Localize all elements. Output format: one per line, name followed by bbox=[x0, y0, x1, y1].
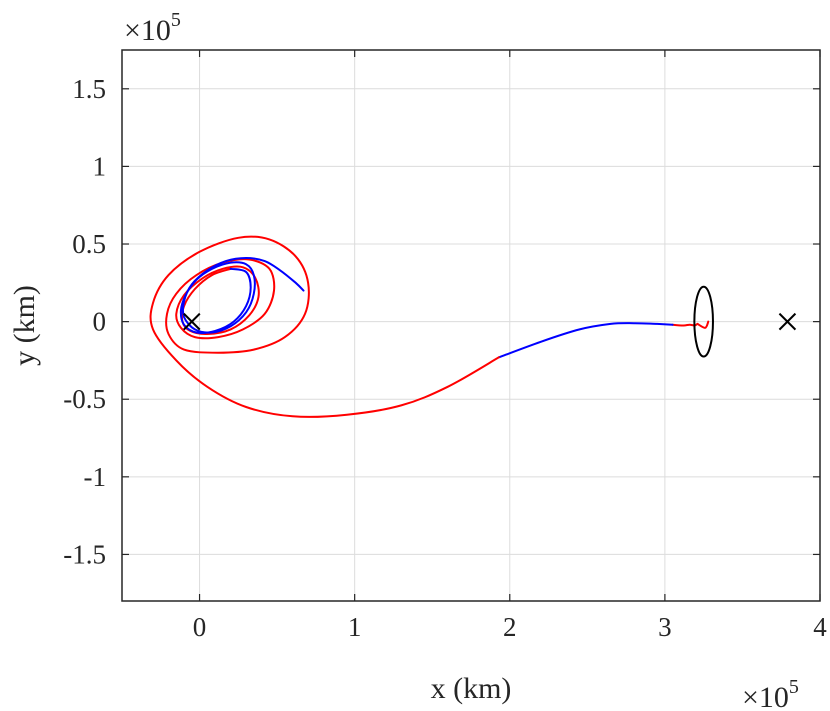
markers-group bbox=[183, 312, 797, 331]
moon-marker bbox=[778, 312, 797, 331]
x-ticks: 0 1 2 3 4 bbox=[193, 50, 827, 642]
y-axis-label: y (km) bbox=[8, 285, 41, 366]
y-tick-label: 0.5 bbox=[72, 229, 106, 259]
target-orbit-ellipse bbox=[693, 285, 714, 358]
earth-marker bbox=[183, 312, 201, 331]
y-tick-label: -1.5 bbox=[63, 539, 106, 569]
y-tick-label: 1 bbox=[93, 151, 107, 181]
plot-frame bbox=[121, 49, 821, 602]
y-ticks: -1.5 -1 -0.5 0 0.5 1 1.5 bbox=[63, 74, 820, 569]
trajectory-segment-1 bbox=[671, 322, 699, 327]
trajectory-segment-3 bbox=[149, 235, 500, 418]
y-tick-label: -1 bbox=[84, 462, 107, 492]
y-tick-label: 1.5 bbox=[72, 74, 106, 104]
y-exponent-label: ×105 bbox=[124, 9, 181, 47]
y-tick-label: -0.5 bbox=[63, 384, 106, 414]
x-tick-label: 4 bbox=[813, 612, 827, 642]
trajectory-segment-4 bbox=[179, 257, 305, 334]
x-tick-label: 2 bbox=[503, 612, 517, 642]
x-exponent-label: ×105 bbox=[742, 676, 799, 711]
series-group bbox=[149, 235, 714, 418]
x-tick-label: 3 bbox=[658, 612, 672, 642]
trajectory-segment-5 bbox=[696, 320, 710, 329]
x-axis-label: x (km) bbox=[431, 672, 512, 705]
y-tick-label: 0 bbox=[93, 307, 107, 337]
x-tick-label: 0 bbox=[193, 612, 207, 642]
x-tick-label: 1 bbox=[348, 612, 362, 642]
trajectory-segment-2 bbox=[497, 322, 674, 359]
